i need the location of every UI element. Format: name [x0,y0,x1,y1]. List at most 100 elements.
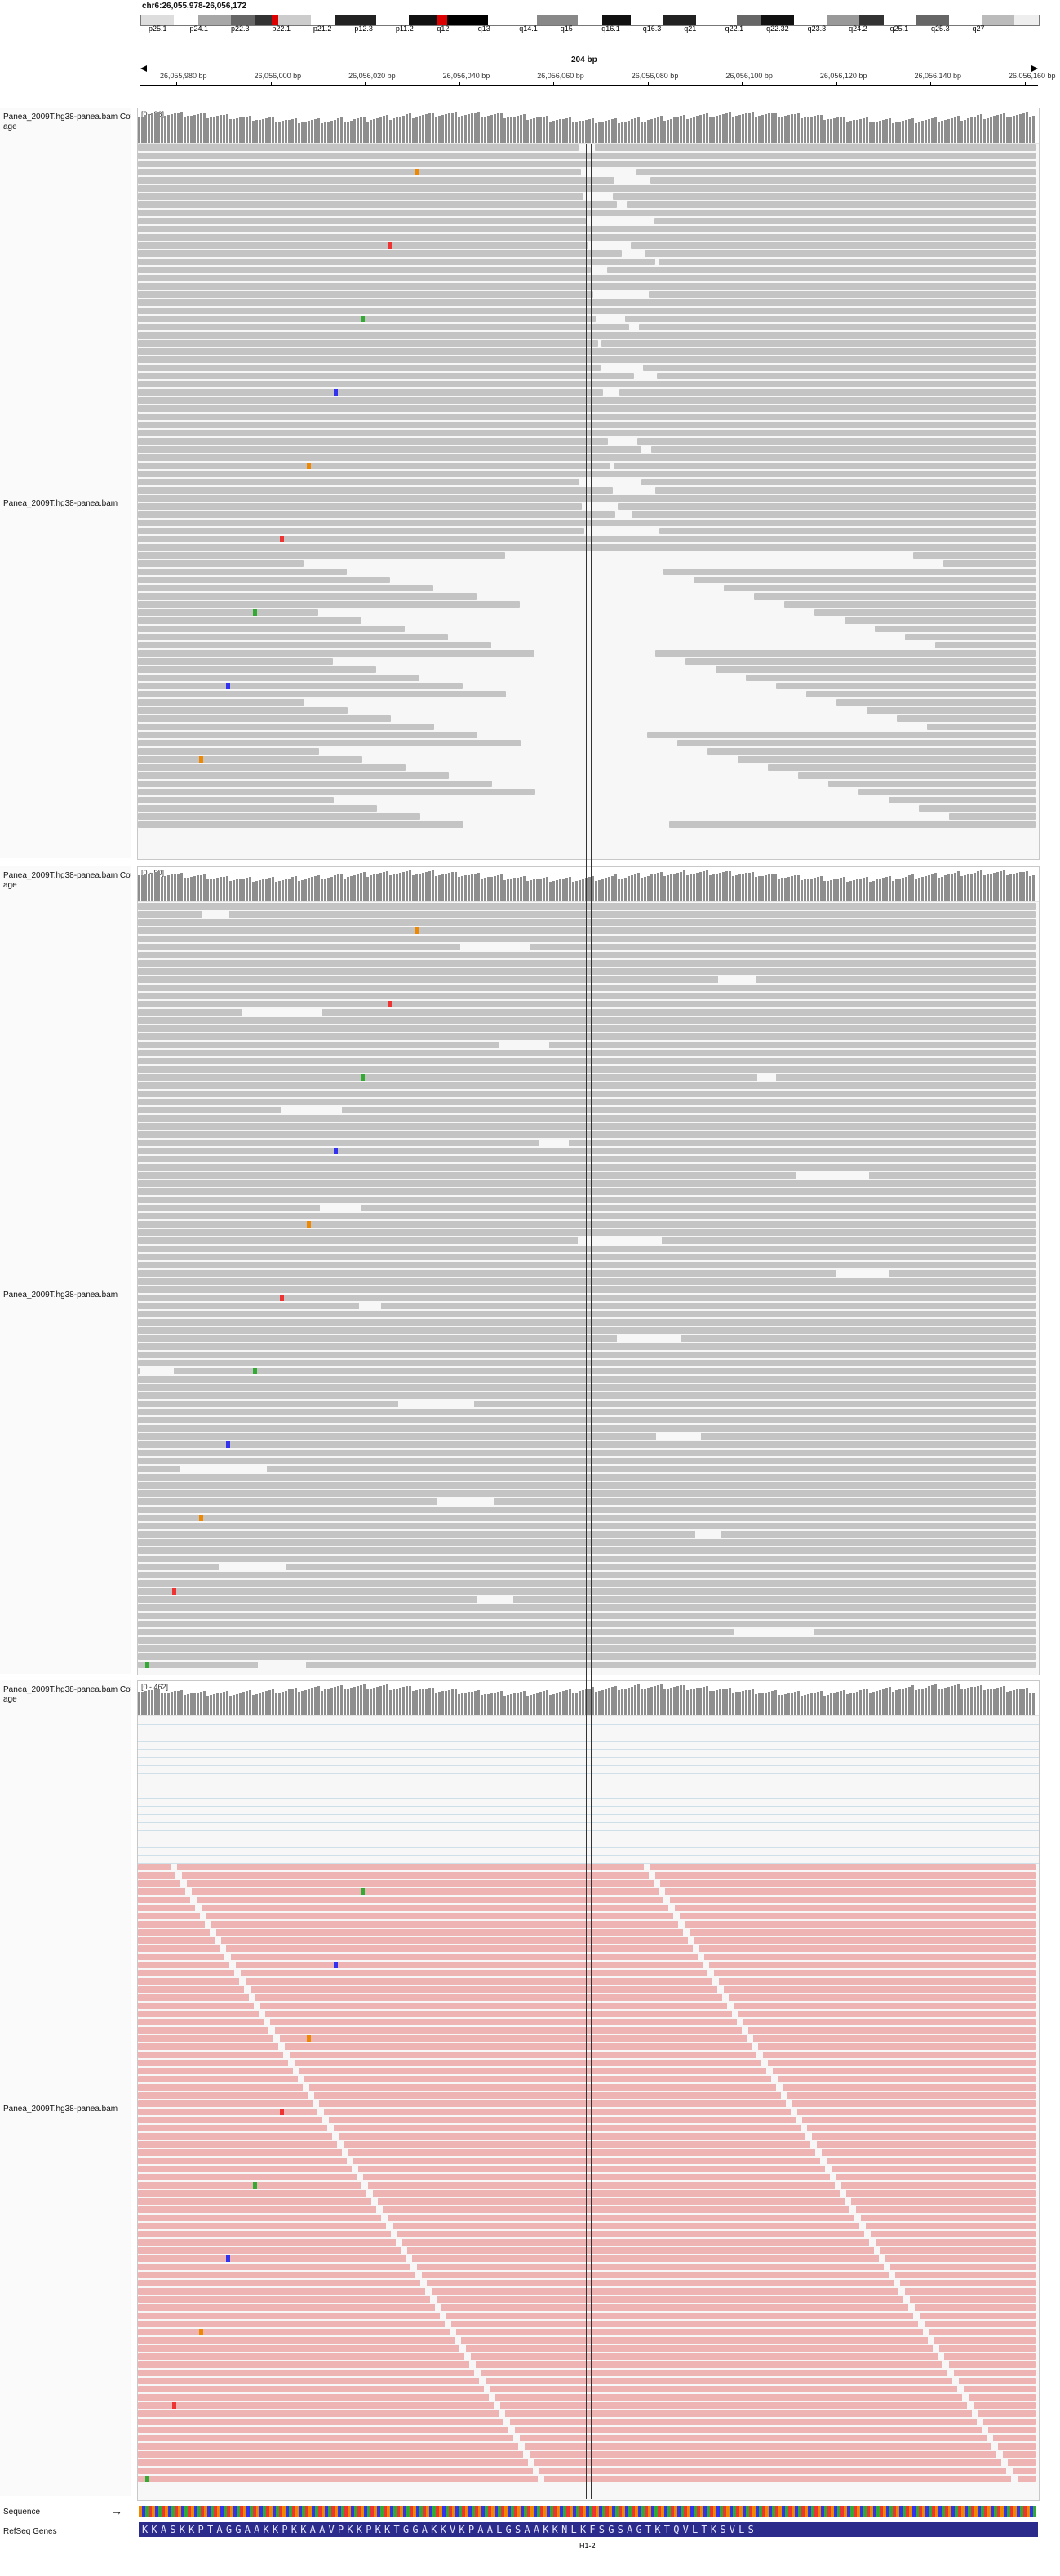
read[interactable] [651,446,1036,453]
read[interactable] [138,2068,1036,2074]
read[interactable] [138,1303,1036,1309]
read[interactable] [138,2337,1036,2344]
read[interactable] [625,316,1036,322]
read[interactable] [138,1466,1036,1472]
read[interactable] [623,430,1036,436]
read[interactable] [138,373,634,379]
read[interactable] [138,634,448,640]
read[interactable] [138,2288,1036,2295]
refseq-gene-bar[interactable]: KKASKKPTAGGAAKKPKKAAVPKKPKKTGGAKKVKPAALG… [139,2522,1038,2537]
read[interactable] [647,732,1036,738]
read[interactable] [138,1872,1036,1879]
read[interactable] [138,348,632,355]
read[interactable] [138,2313,1036,2319]
read[interactable] [138,1164,1036,1171]
read[interactable] [138,1229,1036,1236]
read[interactable] [138,2149,1036,2156]
read[interactable] [138,2117,1036,2123]
read[interactable] [138,1580,1036,1587]
read[interactable] [138,397,636,404]
read[interactable] [138,707,348,714]
read[interactable] [138,936,1036,942]
read[interactable] [138,2158,1036,2164]
read[interactable] [641,210,1036,216]
read[interactable] [138,210,650,216]
read[interactable] [138,381,667,387]
read[interactable] [138,1547,1036,1554]
read[interactable] [628,471,1036,477]
read[interactable] [138,952,1036,958]
reads-area-2[interactable] [138,903,1039,1675]
read[interactable] [138,2182,1036,2189]
read[interactable] [138,2109,1036,2115]
read[interactable] [138,1017,1036,1024]
read[interactable] [138,2231,1036,2237]
read[interactable] [685,658,1036,665]
read[interactable] [659,528,1036,534]
read[interactable] [138,650,534,657]
read[interactable] [138,299,627,306]
read[interactable] [663,569,1036,575]
read[interactable] [138,275,624,281]
read[interactable] [138,748,319,755]
read[interactable] [138,1270,1036,1277]
read[interactable] [138,2321,1036,2327]
read[interactable] [138,601,520,608]
read[interactable] [138,2378,1036,2384]
read[interactable] [138,316,596,322]
read[interactable] [618,503,1036,510]
track-2[interactable]: [0 - 90] [137,866,1040,1675]
read[interactable] [138,1556,1036,1562]
read[interactable] [138,577,390,583]
read[interactable] [889,797,1036,803]
read[interactable] [138,781,492,787]
read[interactable] [649,291,1036,298]
read[interactable] [138,927,1036,934]
read[interactable] [784,601,1036,608]
read[interactable] [138,1343,1036,1350]
read[interactable] [814,609,1036,616]
read[interactable] [138,1066,1036,1073]
read[interactable] [138,2190,1036,2197]
read[interactable] [627,201,1036,208]
read[interactable] [138,2402,1036,2409]
sequence-track[interactable] [139,2506,1038,2517]
read[interactable] [609,153,1036,159]
read[interactable] [611,308,1036,314]
read[interactable] [138,1319,1036,1326]
read[interactable] [138,2060,1036,2066]
read[interactable] [138,291,593,298]
read[interactable] [138,454,675,461]
read[interactable] [138,267,591,273]
read[interactable] [927,724,1036,730]
reads-area-3[interactable] [138,1717,1039,2500]
read[interactable] [138,1864,1036,1870]
read[interactable] [138,201,617,208]
read[interactable] [919,805,1036,812]
read[interactable] [138,422,639,428]
read[interactable] [935,642,1036,648]
read[interactable] [138,438,608,445]
read[interactable] [138,1572,1036,1578]
read[interactable] [138,1954,1036,1960]
read[interactable] [138,626,405,632]
read[interactable] [138,1360,1036,1366]
read[interactable] [138,968,1036,975]
read[interactable] [623,161,1036,167]
read[interactable] [138,144,579,151]
read[interactable] [138,1880,1036,1887]
read[interactable] [138,1376,1036,1383]
read[interactable] [138,2043,1036,2050]
read[interactable] [138,226,619,232]
read[interactable] [138,658,333,665]
read[interactable] [138,1937,1036,1944]
read[interactable] [138,1621,1036,1627]
read[interactable] [654,218,1036,224]
read[interactable] [138,536,618,542]
read[interactable] [138,479,579,485]
read[interactable] [138,2435,1036,2441]
read[interactable] [138,797,334,803]
read[interactable] [138,1662,1036,1668]
read[interactable] [138,2476,1036,2482]
read[interactable] [138,2011,1036,2017]
